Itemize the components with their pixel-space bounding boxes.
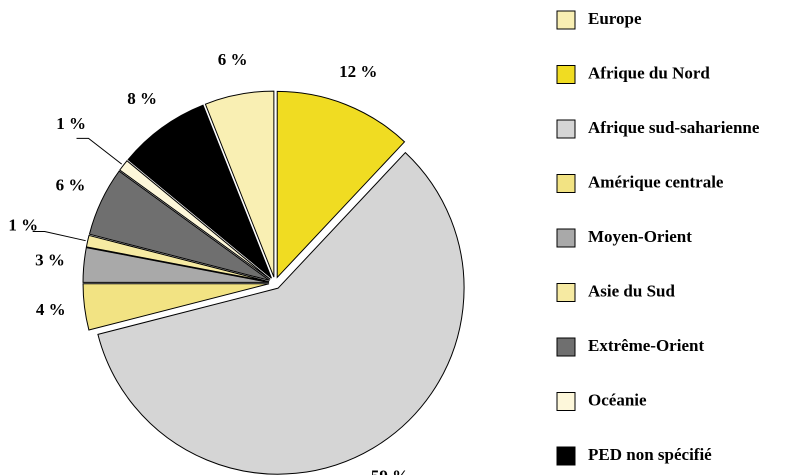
- data-label: 6 %: [56, 176, 86, 195]
- legend-swatch: [556, 446, 576, 466]
- legend-label: PED non spécifié: [588, 445, 712, 464]
- legend-swatch: [556, 392, 576, 411]
- leader-line: [76, 137, 123, 165]
- leader-line: [32, 231, 86, 242]
- pie-slice: [97, 151, 465, 475]
- data-label: 1 %: [8, 216, 38, 235]
- legend-swatch: [556, 283, 576, 302]
- data-label: 6 %: [218, 50, 248, 69]
- data-label: 4 %: [36, 300, 66, 319]
- pie-slice: [85, 234, 270, 283]
- pie-slice: [119, 160, 271, 280]
- legend-swatch: [556, 65, 576, 84]
- legend-swatch: [556, 119, 576, 139]
- legend-swatch: [556, 174, 576, 193]
- pie-slice: [82, 246, 270, 283]
- legend-swatch: [556, 337, 576, 357]
- legend-label: Océanie: [588, 390, 647, 409]
- legend-label: Extrême-Orient: [588, 336, 704, 355]
- data-label: 3 %: [35, 251, 65, 270]
- legend-label: Europe: [588, 9, 642, 28]
- data-label: 59 %: [371, 466, 409, 475]
- legend-label: Asie du Sud: [588, 281, 675, 300]
- legend-label: Afrique du Nord: [588, 63, 710, 82]
- pie-slice: [82, 283, 270, 331]
- data-label: 12 %: [339, 62, 377, 81]
- data-label: 8 %: [127, 89, 157, 108]
- legend-label: Amérique centrale: [588, 172, 724, 191]
- pie-slice: [127, 104, 272, 279]
- legend-swatch: [556, 10, 576, 30]
- legend-label: Afrique sud-saharienne: [588, 118, 760, 137]
- pie-slice: [276, 90, 406, 279]
- legend-label: Moyen-Orient: [588, 227, 692, 246]
- pie-slice: [88, 170, 270, 281]
- legend-swatch: [556, 228, 576, 248]
- data-label: 1 %: [56, 114, 86, 133]
- pie-slice: [204, 90, 275, 278]
